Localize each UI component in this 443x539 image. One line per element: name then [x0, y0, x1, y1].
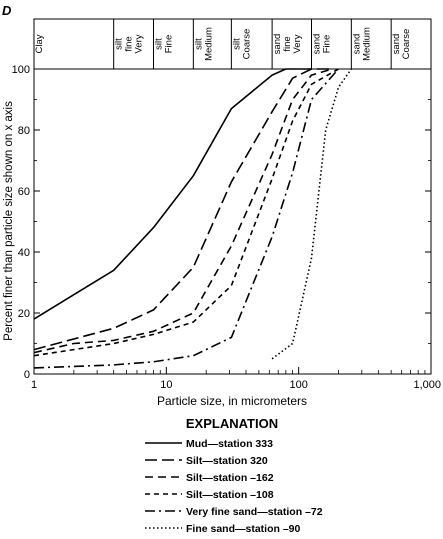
- size-class-label: sand: [391, 34, 402, 55]
- series-lines: [33, 68, 352, 369]
- size-class-label: Coarse: [401, 29, 412, 60]
- legend-entry: Silt—station –162: [186, 472, 274, 484]
- size-class-label: fine: [124, 36, 135, 51]
- size-class-label: silt: [114, 38, 125, 50]
- series-line: [33, 68, 333, 351]
- x-tick-label: 100: [289, 379, 307, 391]
- size-class-label: Clay: [34, 34, 45, 53]
- x-tick-label: 1: [31, 379, 37, 391]
- x-tick-label: 10: [160, 379, 172, 391]
- size-class-label: sand: [351, 34, 362, 55]
- size-class-label: sand: [272, 34, 283, 55]
- series-line: [33, 68, 312, 320]
- size-class-label: silt: [193, 38, 204, 50]
- y-tick-label: 60: [18, 186, 30, 198]
- size-class-label: Very: [134, 34, 145, 53]
- size-class-label: Fine: [164, 35, 175, 53]
- size-class-label: fine: [282, 36, 293, 51]
- series-line: [33, 68, 339, 357]
- legend: Mud—station 333 Silt—station 320 Silt—stat…: [145, 438, 323, 535]
- legend-entry: Fine sand—station –90: [186, 523, 301, 535]
- plot-frame: [33, 68, 432, 375]
- legend-title: EXPLANATION: [186, 416, 278, 431]
- y-tick-label: 100: [12, 64, 30, 76]
- y-tick-label: 40: [18, 247, 30, 259]
- x-axis-ticks: 1 10 100 1,000: [31, 367, 441, 391]
- size-class-label: silt: [154, 38, 165, 50]
- y-axis-label: Percent finer than particle size shown o…: [3, 101, 15, 341]
- legend-entry: Silt—station –108: [186, 489, 274, 501]
- size-class-label: Medium: [361, 27, 372, 61]
- y-tick-label: 20: [18, 308, 30, 320]
- size-class-label: silt: [231, 38, 242, 50]
- size-class-label: Very: [292, 34, 303, 53]
- y-axis-ticks: 0 20 40 60 80 100: [12, 64, 431, 381]
- x-axis-label: Particle size, in micrometers: [157, 394, 307, 408]
- series-line: [33, 68, 340, 369]
- size-class-label: sand: [311, 34, 322, 55]
- legend-entry: Silt—station 320: [186, 455, 268, 467]
- size-class-label: Medium: [203, 27, 214, 61]
- panel-label: D: [2, 3, 12, 18]
- size-class-label: Fine: [321, 35, 332, 53]
- legend-entry: Mud—station 333: [186, 438, 273, 450]
- plot-border: [33, 68, 432, 375]
- y-tick-label: 80: [18, 125, 30, 137]
- x-tick-label: 1,000: [413, 379, 441, 391]
- size-class-label: Coarse: [241, 29, 252, 60]
- legend-entry: Very fine sand—station –72: [186, 506, 323, 518]
- y-tick-label: 0: [24, 369, 30, 381]
- series-line: [271, 68, 352, 360]
- series-line: [33, 68, 333, 354]
